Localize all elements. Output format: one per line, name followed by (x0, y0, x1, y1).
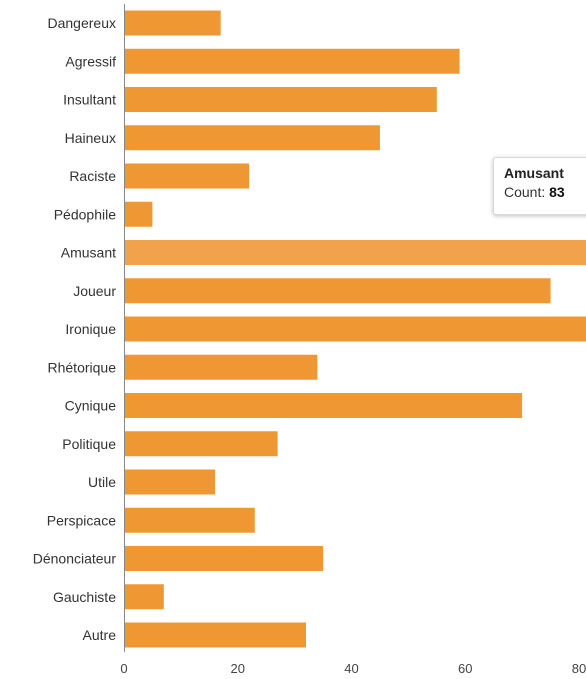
category-label-utile: Utile (88, 474, 116, 490)
category-label-dangereux: Dangereux (48, 15, 117, 31)
category-label-amusant: Amusant (61, 245, 116, 261)
bar-joueur[interactable] (124, 278, 551, 304)
x-tick-label: 20 (231, 661, 245, 676)
bar-dangereux[interactable] (124, 10, 221, 36)
x-tick-label: 60 (458, 661, 472, 676)
category-label-ironique: Ironique (65, 321, 116, 337)
tooltip-count: Count: 83 (504, 182, 586, 202)
tooltip: Amusant Count: 83 (493, 157, 586, 215)
bar-haineux[interactable] (124, 125, 380, 151)
category-label-gauchiste: Gauchiste (53, 589, 116, 605)
bar-utile[interactable] (124, 469, 215, 495)
tooltip-count-label: Count: (504, 184, 546, 200)
bar-raciste[interactable] (124, 163, 250, 189)
category-label-joueur: Joueur (73, 283, 116, 299)
bar-cynique[interactable] (124, 393, 523, 418)
category-label-autre: Autre (83, 627, 117, 643)
x-tick-label: 40 (344, 661, 358, 676)
category-label-insultant: Insultant (63, 92, 116, 108)
bar-gauchiste[interactable] (124, 584, 164, 610)
bar-perspicace[interactable] (124, 507, 255, 533)
bars-group (124, 10, 586, 648)
tooltip-count-value: 83 (549, 184, 565, 200)
bar-ironique[interactable] (124, 316, 586, 342)
x-tick-label: 0 (120, 661, 127, 676)
category-label-agressif: Agressif (65, 53, 116, 69)
bar-insultant[interactable] (124, 87, 437, 112)
category-label-haineux: Haineux (65, 130, 116, 146)
bar-pedophile[interactable] (124, 201, 153, 227)
category-label-cynique: Cynique (65, 398, 117, 414)
bar-denonciateur[interactable] (124, 546, 324, 571)
bar-politique[interactable] (124, 431, 278, 457)
bar-amusant[interactable] (124, 240, 586, 265)
category-label-pedophile: Pédophile (54, 206, 116, 222)
category-labels: Dangereux Agressif Insultant Haineux Raciste… (33, 15, 117, 643)
category-label-denonciateur: Dénonciateur (33, 551, 117, 567)
x-tick-label: 80 (572, 661, 586, 676)
bar-rhetorique[interactable] (124, 354, 318, 380)
tooltip-category: Amusant (504, 165, 564, 181)
category-label-raciste: Raciste (69, 168, 116, 184)
bar-agressif[interactable] (124, 48, 460, 74)
category-label-rhetorique: Rhétorique (48, 359, 117, 375)
category-label-perspicace: Perspicace (47, 512, 116, 528)
x-axis-ticks: 0 20 40 60 80 (120, 661, 586, 676)
category-label-politique: Politique (62, 436, 116, 452)
bar-autre[interactable] (124, 622, 306, 648)
